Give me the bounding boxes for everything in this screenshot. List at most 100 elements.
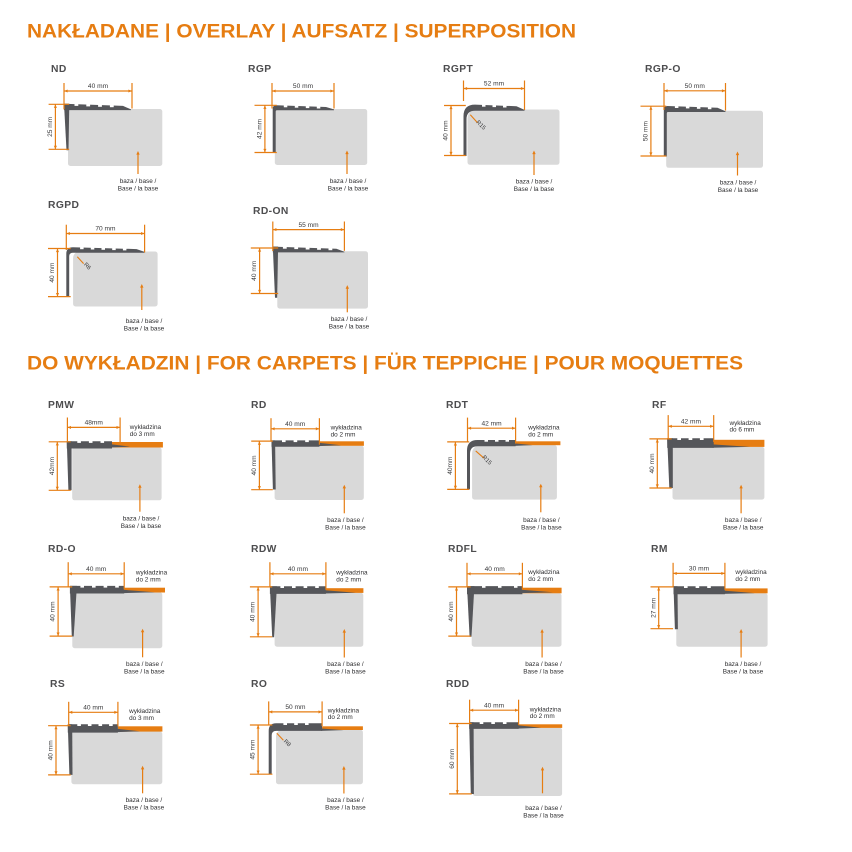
svg-text:40 mm: 40 mm xyxy=(448,601,455,622)
svg-text:50 mm: 50 mm xyxy=(285,704,306,711)
svg-text:40 mm: 40 mm xyxy=(50,601,57,622)
svg-text:Base / la base: Base / la base xyxy=(723,668,764,675)
svg-text:Base / la base: Base / la base xyxy=(121,523,162,530)
svg-text:wykładzina: wykładzina xyxy=(129,424,162,431)
svg-text:30 mm: 30 mm xyxy=(689,566,710,573)
svg-text:40mm: 40mm xyxy=(447,456,454,475)
svg-text:42mm: 42mm xyxy=(49,456,56,475)
svg-text:baza / base /: baza / base / xyxy=(327,797,364,804)
svg-text:40 mm: 40 mm xyxy=(288,566,309,573)
svg-text:baza / base /: baza / base / xyxy=(725,661,762,668)
svg-text:wykładzina: wykładzina xyxy=(327,707,360,714)
svg-text:RGP-O: RGP-O xyxy=(645,64,681,75)
svg-text:50 mm: 50 mm xyxy=(685,83,706,90)
svg-text:Base / la base: Base / la base xyxy=(118,185,159,192)
svg-text:wykładzina: wykładzina xyxy=(335,570,368,577)
svg-text:RM: RM xyxy=(651,544,668,555)
svg-text:40 mm: 40 mm xyxy=(83,705,104,712)
svg-text:RD: RD xyxy=(251,400,267,411)
svg-text:42 mm: 42 mm xyxy=(481,420,502,427)
svg-text:baza / base /: baza / base / xyxy=(126,797,163,804)
svg-text:wykładzina: wykładzina xyxy=(135,570,168,577)
svg-text:R15: R15 xyxy=(475,120,487,132)
svg-text:40 mm: 40 mm xyxy=(86,566,107,573)
svg-text:do 3 mm: do 3 mm xyxy=(130,431,155,438)
svg-text:baza / base /: baza / base / xyxy=(330,178,367,185)
svg-text:RDW: RDW xyxy=(251,544,277,555)
svg-text:Base / la base: Base / la base xyxy=(124,804,165,811)
svg-text:RD-ON: RD-ON xyxy=(253,206,289,217)
svg-text:40 mm: 40 mm xyxy=(485,566,506,573)
svg-text:RGPD: RGPD xyxy=(48,200,79,211)
svg-text:do 2 mm: do 2 mm xyxy=(336,576,361,583)
svg-text:baza / base /: baza / base / xyxy=(523,517,560,524)
svg-text:RS: RS xyxy=(50,679,65,690)
svg-text:50 mm: 50 mm xyxy=(293,83,314,90)
svg-text:baza / base /: baza / base / xyxy=(720,179,757,186)
svg-text:do 6 mm: do 6 mm xyxy=(730,426,755,433)
svg-text:baza / base /: baza / base / xyxy=(516,178,553,185)
svg-text:DO WYKŁADZIN | FOR CARPETS | F: DO WYKŁADZIN | FOR CARPETS | FÜR TEPPICH… xyxy=(27,351,743,374)
svg-text:do 2 mm: do 2 mm xyxy=(528,431,553,438)
svg-text:40 mm: 40 mm xyxy=(285,421,306,428)
svg-text:R8: R8 xyxy=(282,739,291,748)
svg-text:RF: RF xyxy=(652,400,667,411)
svg-text:RDT: RDT xyxy=(446,400,469,411)
svg-text:Base / la base: Base / la base xyxy=(325,668,366,675)
svg-text:wykładzina: wykładzina xyxy=(734,569,767,576)
svg-text:27 mm: 27 mm xyxy=(650,597,657,618)
svg-text:RO: RO xyxy=(251,679,267,690)
svg-text:do 2 mm: do 2 mm xyxy=(328,714,353,721)
svg-text:R6: R6 xyxy=(82,262,91,271)
svg-text:52 mm: 52 mm xyxy=(484,81,505,88)
svg-text:do 2 mm: do 2 mm xyxy=(331,431,356,438)
svg-text:42 mm: 42 mm xyxy=(681,419,702,426)
svg-text:48mm: 48mm xyxy=(85,420,104,427)
svg-text:40 mm: 40 mm xyxy=(251,260,258,281)
svg-text:Base / la base: Base / la base xyxy=(523,668,564,675)
svg-text:40 mm: 40 mm xyxy=(484,702,505,709)
svg-text:wykładzina: wykładzina xyxy=(729,420,762,427)
svg-text:RGPT: RGPT xyxy=(443,64,474,75)
svg-text:RDFL: RDFL xyxy=(448,544,477,555)
svg-text:baza / base /: baza / base / xyxy=(327,661,364,668)
svg-text:Base / la base: Base / la base xyxy=(523,813,564,820)
svg-text:RGP: RGP xyxy=(248,64,272,75)
svg-text:PMW: PMW xyxy=(48,400,74,411)
svg-text:baza / base /: baza / base / xyxy=(725,517,762,524)
svg-text:wykładzina: wykładzina xyxy=(330,425,363,432)
svg-text:40 mm: 40 mm xyxy=(48,740,55,761)
svg-text:RD-O: RD-O xyxy=(48,544,76,555)
svg-text:Base / la base: Base / la base xyxy=(124,325,165,332)
svg-text:40 mm: 40 mm xyxy=(649,453,656,474)
svg-text:baza / base /: baza / base / xyxy=(327,517,364,524)
svg-text:70 mm: 70 mm xyxy=(95,226,116,233)
svg-text:40 mm: 40 mm xyxy=(88,83,109,90)
svg-text:Base / la base: Base / la base xyxy=(521,524,562,531)
svg-text:baza / base /: baza / base / xyxy=(525,661,562,668)
svg-text:60 mm: 60 mm xyxy=(449,748,456,769)
svg-text:do 2 mm: do 2 mm xyxy=(530,713,555,720)
svg-text:Base / la base: Base / la base xyxy=(325,524,366,531)
svg-text:NAKŁADANE | OVERLAY | AUFSATZ: NAKŁADANE | OVERLAY | AUFSATZ | SUPERPOS… xyxy=(27,21,576,43)
svg-text:Base / la base: Base / la base xyxy=(718,187,759,194)
svg-text:do 3 mm: do 3 mm xyxy=(129,715,154,722)
svg-text:Base / la base: Base / la base xyxy=(124,668,165,675)
svg-text:do 2 mm: do 2 mm xyxy=(735,576,760,583)
svg-text:baza / base /: baza / base / xyxy=(123,515,160,522)
svg-text:baza / base /: baza / base / xyxy=(126,661,163,668)
svg-text:do 2 mm: do 2 mm xyxy=(136,576,161,583)
svg-text:baza / base /: baza / base / xyxy=(525,805,562,812)
svg-text:baza / base /: baza / base / xyxy=(126,318,163,325)
svg-text:40 mm: 40 mm xyxy=(49,262,56,283)
svg-text:40 mm: 40 mm xyxy=(443,120,450,141)
svg-text:do 2 mm: do 2 mm xyxy=(528,576,553,583)
svg-text:baza / base /: baza / base / xyxy=(331,316,368,323)
svg-text:Base / la base: Base / la base xyxy=(723,524,764,531)
svg-text:Base / la base: Base / la base xyxy=(328,185,369,192)
svg-text:50 mm: 50 mm xyxy=(643,121,650,142)
svg-text:wykładzina: wykładzina xyxy=(527,569,560,576)
svg-text:Base / la base: Base / la base xyxy=(325,804,366,811)
svg-text:ND: ND xyxy=(51,64,67,75)
svg-text:55 mm: 55 mm xyxy=(299,222,320,229)
